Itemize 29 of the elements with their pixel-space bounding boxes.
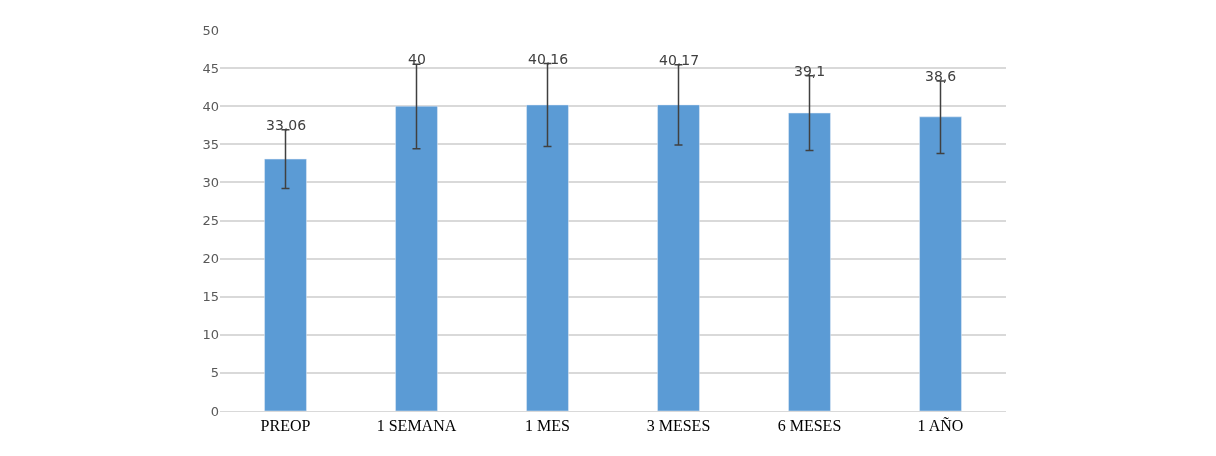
y-tick-label: 20 bbox=[202, 251, 219, 267]
bar bbox=[657, 104, 700, 411]
y-tick-label: 5 bbox=[210, 365, 219, 381]
y-tick-label: 10 bbox=[202, 327, 219, 343]
data-label: 39,1 bbox=[794, 63, 826, 79]
y-tick-label: 0 bbox=[210, 403, 219, 419]
x-tick-label: 1 AÑO bbox=[917, 417, 964, 435]
data-label: 38,6 bbox=[925, 68, 957, 84]
y-tick-label: 30 bbox=[202, 174, 219, 190]
bar bbox=[264, 158, 307, 411]
x-tick-label: 6 MESES bbox=[777, 417, 842, 435]
bar bbox=[395, 105, 438, 411]
y-tick-label: 25 bbox=[202, 213, 219, 229]
y-tick-label: 45 bbox=[202, 60, 219, 76]
x-tick-label: 1 MES bbox=[525, 417, 570, 435]
bar bbox=[919, 116, 962, 411]
bar bbox=[526, 104, 569, 411]
x-tick-label: 3 MESES bbox=[646, 417, 711, 435]
y-tick-label: 15 bbox=[202, 289, 219, 305]
x-tick-label: 1 SEMANA bbox=[376, 417, 457, 435]
y-tick-label: 40 bbox=[202, 98, 219, 114]
data-label: 33,06 bbox=[266, 117, 307, 133]
bar bbox=[788, 112, 831, 411]
data-label: 40,17 bbox=[659, 52, 700, 68]
y-tick-label: 50 bbox=[202, 22, 219, 38]
x-tick-label: PREOP bbox=[260, 417, 311, 435]
y-tick-label: 35 bbox=[202, 136, 219, 152]
data-label: 40,16 bbox=[528, 51, 569, 67]
data-label: 40 bbox=[408, 51, 426, 67]
